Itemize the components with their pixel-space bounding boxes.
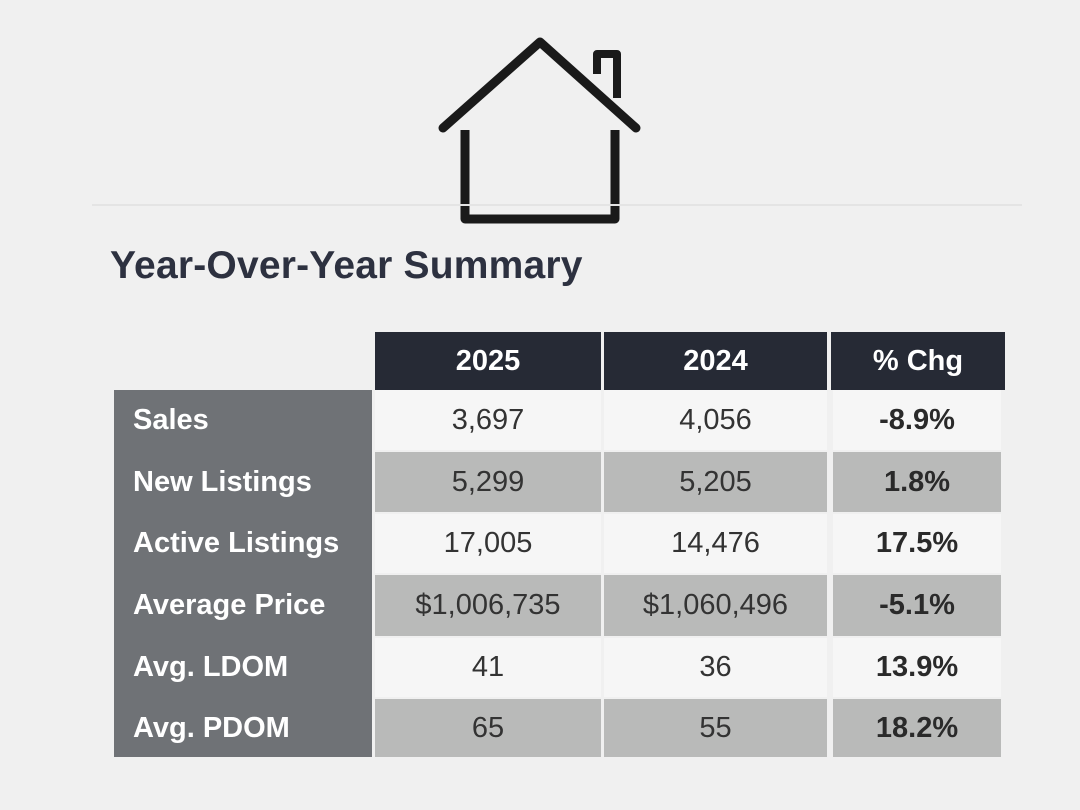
value-2025: 3,697: [375, 390, 601, 450]
value-2024: 4,056: [604, 390, 827, 450]
row-label: Avg. PDOM: [133, 711, 290, 744]
row-label: New Listings: [133, 465, 312, 498]
row-label: Sales: [133, 403, 209, 436]
value-2024: 36: [604, 638, 827, 697]
value-2025: 65: [375, 699, 601, 757]
header-2025: 2025: [375, 332, 601, 390]
value-2025: 5,299: [375, 452, 601, 512]
header-pct-change: % Chg: [831, 332, 1005, 390]
row-label: Active Listings: [133, 527, 340, 559]
page-title: Year-Over-Year Summary: [110, 244, 583, 287]
value-pct-change: 13.9%: [833, 638, 1001, 697]
row-label: Average Price: [133, 589, 326, 621]
value-pct-change: -5.1%: [833, 575, 1001, 636]
value-pct-change: 18.2%: [833, 699, 1001, 757]
value-pct-change: 1.8%: [833, 452, 1001, 512]
value-pct-change: -8.9%: [833, 390, 1001, 450]
value-2025: $1,006,735: [375, 575, 601, 636]
value-pct-change: 17.5%: [833, 514, 1001, 573]
value-2024: 14,476: [604, 514, 827, 573]
value-2025: 41: [375, 638, 601, 697]
label-column: [114, 390, 372, 757]
value-2024: 5,205: [604, 452, 827, 512]
header-2024: 2024: [604, 332, 827, 390]
house-icon: [438, 37, 641, 224]
value-2024: 55: [604, 699, 827, 757]
value-2024: $1,060,496: [604, 575, 827, 636]
divider: [92, 204, 1022, 206]
value-2025: 17,005: [375, 514, 601, 573]
row-label: Avg. LDOM: [133, 651, 289, 683]
